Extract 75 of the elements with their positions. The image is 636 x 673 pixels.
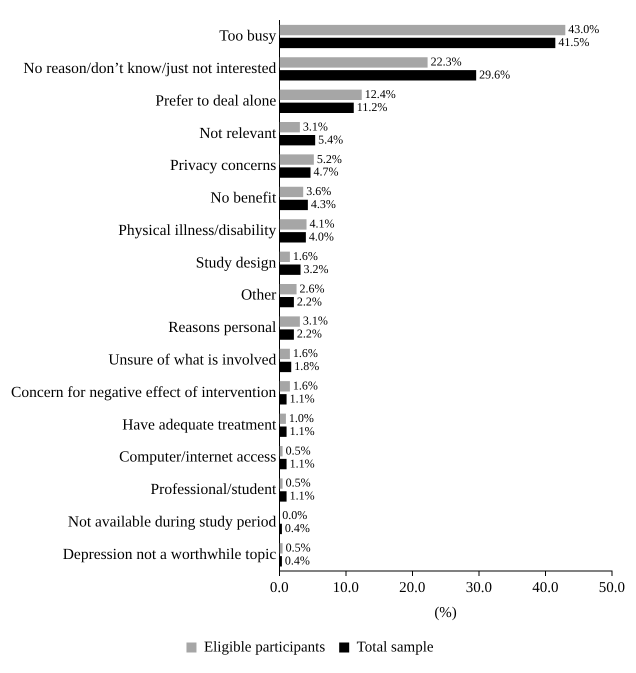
bar [280, 348, 290, 360]
y-tick-label: Depression not a worthwhile topic [62, 546, 276, 563]
data-label: 1.1% [290, 488, 315, 503]
y-tick-label: Prefer to deal alone [155, 92, 276, 110]
x-axis-title: (%) [434, 604, 457, 621]
data-label: 12.4% [364, 86, 396, 101]
data-label: 1.1% [290, 424, 315, 438]
x-tick-label: 40.0 [532, 580, 558, 596]
y-tick-label: Have adequate treatment [122, 416, 277, 434]
y-tick-label: Not relevant [199, 124, 277, 142]
data-label: 1.1% [290, 456, 315, 470]
bar [280, 284, 297, 294]
bar [280, 414, 286, 424]
data-label: 41.5% [558, 35, 590, 50]
legend-label: Eligible participants [204, 639, 326, 656]
data-label: 2.6% [300, 281, 325, 296]
bar [280, 446, 283, 456]
y-tick-label: Professional/student [150, 481, 277, 498]
y-tick-label: Study design [196, 254, 276, 272]
bar [280, 381, 290, 392]
x-tick-label: 30.0 [466, 580, 492, 596]
data-label: 1.6% [292, 248, 318, 263]
data-label: 4.0% [308, 229, 334, 244]
data-label: 3.2% [304, 262, 329, 276]
x-tick-label: 10.0 [332, 580, 359, 596]
data-label: 1.8% [294, 359, 320, 374]
data-label: 2.2% [296, 326, 322, 341]
y-tick-label: Too busy [219, 28, 276, 45]
data-label: 29.6% [479, 68, 510, 82]
y-tick-label: Privacy concerns [170, 157, 276, 174]
y-tick-label: Unsure of what is involved [108, 352, 277, 369]
data-label: 4.3% [310, 197, 336, 212]
data-label: 1.0% [288, 410, 314, 425]
data-label: 22.3% [430, 54, 462, 69]
data-label: 3.1% [302, 314, 328, 328]
y-tick-label: Computer/internet access [119, 448, 276, 466]
bar [280, 252, 290, 262]
y-tick-label: Physical illness/disability [118, 222, 276, 239]
bar [280, 186, 304, 198]
y-tick-label: Not available during study period [68, 513, 277, 530]
bar [280, 122, 300, 132]
data-label: 0.5% [286, 476, 311, 490]
legend-label: Total sample [356, 639, 434, 656]
data-label: 4.7% [314, 164, 339, 179]
bar [280, 219, 307, 230]
data-label: 43.0% [568, 22, 600, 36]
data-label: 0.5% [286, 443, 311, 458]
data-label: 0.0% [282, 508, 308, 522]
x-tick-label: 20.0 [399, 580, 426, 596]
data-label: 3.6% [306, 184, 332, 198]
bar [280, 316, 300, 327]
data-label: 4.1% [310, 216, 335, 231]
y-tick-label: Concern for negative effect of intervention [10, 384, 276, 401]
bar [280, 543, 283, 554]
x-tick-label: 0.0 [270, 580, 289, 596]
y-tick-label: Other [240, 286, 278, 304]
bar [280, 24, 566, 36]
data-label: 5.2% [316, 152, 342, 166]
bar [280, 90, 362, 100]
y-tick-label: Reasons personal [168, 319, 276, 336]
y-tick-label: No benefit [210, 190, 277, 207]
bar [280, 154, 314, 165]
x-tick-label: 50.0 [598, 580, 625, 596]
data-label: 0.4% [284, 521, 310, 536]
data-label: 11.2% [356, 100, 388, 114]
data-label: 5.4% [318, 132, 344, 146]
data-label: 0.4% [284, 553, 310, 568]
data-label: 1.6% [292, 378, 318, 393]
y-tick-label: No reason/don’t know/just not interested [23, 60, 277, 77]
data-label: 2.2% [296, 294, 322, 308]
data-label: 3.1% [302, 119, 328, 134]
data-label: 1.1% [290, 391, 315, 406]
bar [280, 57, 428, 68]
data-label: 1.6% [292, 346, 318, 360]
data-label: 0.5% [286, 540, 311, 554]
